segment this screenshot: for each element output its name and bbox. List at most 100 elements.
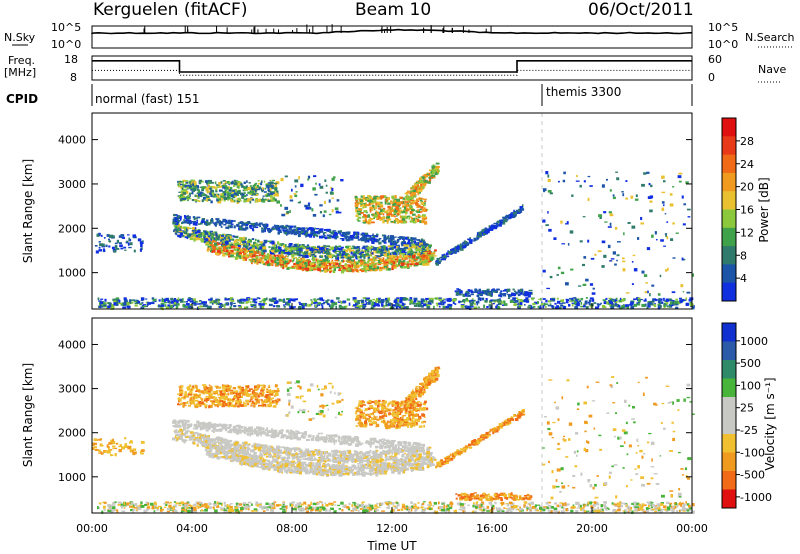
scatter-cell <box>194 231 198 234</box>
scatter-cell <box>208 187 212 190</box>
scatter-cell <box>362 297 366 299</box>
scatter-cell <box>452 250 456 254</box>
scatter-cell <box>288 261 291 264</box>
scatter-cell <box>280 265 283 268</box>
scatter-cell <box>661 207 665 211</box>
scatter-cell <box>217 301 220 306</box>
scatter-cell <box>497 306 500 308</box>
scatter-cell <box>216 247 219 251</box>
scatter-cell <box>340 268 343 270</box>
scatter-cell <box>230 238 234 241</box>
scatter-cell <box>264 198 267 201</box>
scatter-cell <box>228 249 231 253</box>
scatter-cell <box>583 256 587 259</box>
scatter-cell <box>230 194 234 198</box>
scatter-cell <box>258 303 262 306</box>
scatter-cell <box>276 258 279 262</box>
scatter-cell <box>565 282 569 286</box>
scatter-cell <box>222 180 226 182</box>
scatter-cell <box>249 254 251 257</box>
scatter-cell <box>449 306 452 310</box>
scatter-cell <box>121 236 125 239</box>
noise-tick-right-top: 10^5 <box>708 21 738 34</box>
scatter-cell <box>385 258 387 262</box>
scatter-cell <box>335 256 340 260</box>
scatter-cell <box>396 198 401 202</box>
scatter-cell <box>386 221 389 225</box>
scatter-cell <box>405 247 409 249</box>
scatter-cell <box>354 303 359 305</box>
scatter-cell <box>259 257 261 260</box>
scatter-cell <box>193 238 196 242</box>
scatter-cell <box>666 299 670 302</box>
scatter-cell <box>657 293 661 296</box>
scatter-cell <box>683 203 686 206</box>
scatter-cell <box>486 306 489 309</box>
scatter-cell <box>256 259 261 261</box>
scatter-cell <box>211 302 214 305</box>
scatter-cell <box>357 239 361 241</box>
scatter-cell <box>389 247 393 250</box>
scatter-cell <box>105 244 108 248</box>
scatter-cell <box>616 177 620 181</box>
scatter-cell <box>317 245 321 249</box>
scatter-cell <box>219 249 222 251</box>
scatter-cell <box>500 290 503 293</box>
scatter-cell <box>384 219 387 222</box>
scatter-cell <box>545 171 549 175</box>
scatter-cell <box>226 245 230 248</box>
scatter-cell <box>123 297 127 300</box>
scatter-cell <box>364 218 367 222</box>
scatter-cell <box>509 300 514 303</box>
scatter-cell <box>405 244 409 247</box>
scatter-cell <box>601 265 605 268</box>
scatter-cell <box>383 234 387 238</box>
scatter-cell <box>385 198 388 202</box>
scatter-cell <box>404 220 407 224</box>
colorbar-segment <box>722 282 736 302</box>
scatter-cell <box>384 210 389 213</box>
scatter-cell <box>259 225 262 228</box>
scatter-cell <box>418 189 423 192</box>
scatter-cell <box>360 204 363 208</box>
scatter-cell <box>294 265 298 267</box>
scatter-cell <box>212 222 217 224</box>
scatter-cell <box>357 300 362 302</box>
scatter-cell <box>454 303 457 305</box>
scatter-cell <box>371 221 375 224</box>
scatter-cell <box>249 246 252 249</box>
scatter-cell <box>666 236 669 240</box>
scatter-cell <box>435 162 440 165</box>
scatter-cell <box>300 303 304 306</box>
scatter-cell <box>246 306 249 309</box>
scatter-cell <box>368 235 372 237</box>
scatter-cell <box>355 199 358 202</box>
scatter-cell <box>341 238 345 241</box>
scatter-cell <box>378 260 381 264</box>
scatter-cell <box>180 194 183 197</box>
scatter-cell <box>605 507 609 510</box>
scatter-cell <box>438 302 442 305</box>
scatter-cell <box>498 220 502 224</box>
scatter-cell <box>416 180 419 183</box>
scatter-cell <box>409 245 412 249</box>
scatter-cell <box>663 180 666 183</box>
scatter-cell <box>405 205 408 209</box>
scatter-cell <box>414 245 418 249</box>
scatter-cell <box>424 259 428 263</box>
scatter-cell <box>389 209 392 213</box>
scatter-cell <box>661 201 665 204</box>
scatter-cell <box>321 305 324 309</box>
scatter-cell <box>216 218 219 222</box>
scatter-cell <box>305 234 307 238</box>
scatter-cell <box>442 258 446 261</box>
scatter-cell <box>396 239 400 242</box>
scatter-cell <box>297 227 302 230</box>
scatter-cell <box>436 165 440 168</box>
scatter-cell <box>413 183 417 187</box>
scatter-cell <box>253 304 257 307</box>
scatter-cell <box>305 249 310 252</box>
scatter-cell <box>405 192 410 194</box>
scatter-cell <box>350 265 352 269</box>
scatter-cell <box>310 303 313 306</box>
